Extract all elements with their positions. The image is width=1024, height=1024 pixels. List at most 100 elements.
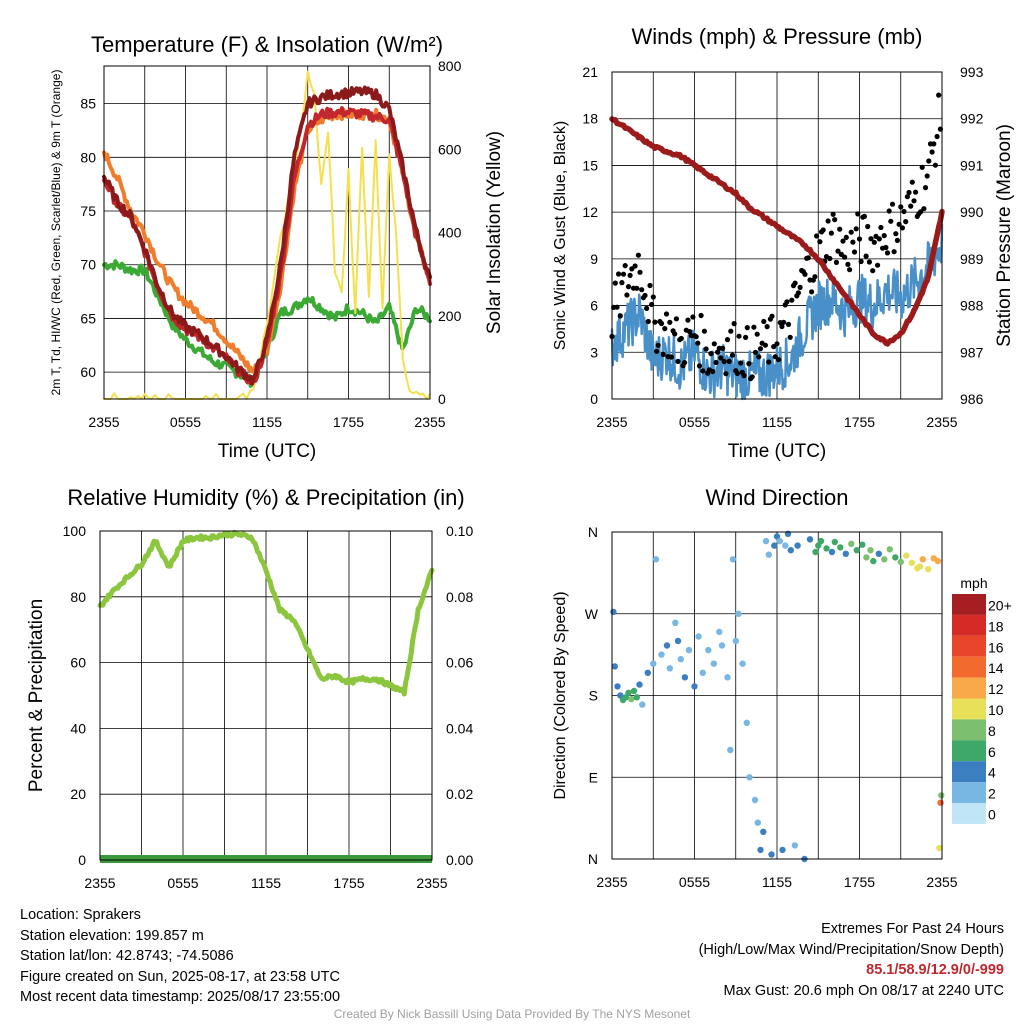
gust-point	[729, 352, 736, 358]
direction-point	[773, 533, 781, 540]
direction-point	[842, 550, 849, 557]
temp-panel-title: Temperature (F) & Insolation (W/m²)	[91, 32, 443, 57]
gust-point	[858, 258, 864, 265]
dir-ytick-label: N	[588, 851, 598, 867]
direction-point	[658, 651, 665, 658]
gust-point	[787, 334, 793, 340]
gust-point	[741, 373, 747, 379]
gust-point	[868, 236, 874, 242]
gust-point	[734, 370, 741, 376]
gust-point	[715, 349, 721, 355]
rh-panel-xtick-label: 1155	[251, 875, 281, 891]
extremes-panel: Extremes For Past 24 Hours (High/Low/Max…	[699, 919, 1004, 1001]
speed-legend-swatch	[952, 761, 986, 783]
gust-point	[652, 319, 658, 325]
gust-point	[891, 249, 897, 255]
wind-ytick-right: 986	[960, 391, 984, 407]
direction-point	[908, 559, 915, 567]
gust-point	[620, 271, 627, 277]
rh-ytick-right: 0.08	[446, 589, 473, 605]
rh-ytick-left: 60	[70, 655, 86, 671]
direction-point	[787, 547, 794, 554]
gust-point	[931, 141, 937, 147]
gust-point	[817, 239, 823, 245]
gust-point	[936, 92, 942, 98]
gust-point	[723, 371, 729, 377]
direction-point	[691, 683, 698, 690]
direction-point	[729, 556, 737, 563]
gust-point	[792, 280, 798, 286]
temp-panel-frame	[103, 65, 431, 400]
gust-point	[614, 304, 620, 310]
gust-point	[784, 299, 790, 305]
wind-ytick-right: 990	[960, 204, 984, 220]
gust-point	[825, 218, 831, 224]
gust-point	[673, 316, 680, 322]
gust-point	[785, 321, 792, 327]
rh-panel-xtick-label: 1755	[333, 875, 364, 891]
direction-point	[859, 541, 866, 548]
gust-point	[718, 355, 724, 361]
direction-point	[762, 537, 770, 545]
wind-ytick-right: 989	[960, 251, 984, 267]
speed-legend-swatch	[952, 677, 986, 699]
gust-point	[837, 226, 843, 232]
gust-point	[881, 233, 887, 239]
gust-point	[827, 255, 833, 262]
gust-point	[619, 280, 625, 286]
direction-point	[936, 844, 943, 852]
gust-point	[678, 335, 684, 342]
temp-ytick-right: 600	[438, 141, 462, 157]
station-pressure-line	[609, 116, 945, 347]
gust-point	[845, 261, 851, 267]
max-gust: Max Gust: 20.6 mph On 08/17 at 2240 UTC	[723, 982, 1004, 999]
gust-point	[843, 234, 849, 240]
direction-point	[732, 637, 739, 645]
station-latlon: Station lat/lon: 42.8743; -74.5086	[20, 948, 234, 964]
station-info: Location: Sprakers Station elevation: 19…	[20, 905, 340, 1008]
direction-point	[903, 552, 910, 559]
gust-point	[896, 221, 902, 227]
gust-point	[720, 345, 726, 351]
gust-point	[865, 223, 871, 230]
gust-point	[814, 233, 820, 239]
gust-point	[911, 198, 917, 204]
direction-point	[823, 545, 830, 552]
gust-point	[884, 250, 891, 256]
dir-panel-xtick-label: 1155	[762, 874, 792, 890]
speed-legend-label: 0	[988, 806, 996, 822]
gust-point	[889, 201, 896, 207]
extremes-subheading: (High/Low/Max Wind/Precipitation/Snow De…	[698, 941, 1004, 958]
gust-point	[635, 252, 642, 258]
gust-point	[642, 292, 648, 299]
gust-point	[721, 358, 727, 365]
temp-panel-xtick-label: 1155	[252, 414, 282, 430]
gust-point	[700, 368, 706, 374]
temp-panel-xtick-label: 1755	[333, 414, 364, 430]
direction-point	[867, 547, 874, 554]
station-elevation: Station elevation: 199.857 m	[20, 927, 204, 944]
gust-point	[795, 290, 802, 296]
gust-point	[833, 259, 840, 265]
recent-timestamp: Most recent data timestamp: 2025/08/17 2…	[20, 989, 341, 1005]
gust-point	[655, 342, 661, 348]
dir-ytick-label: S	[589, 688, 598, 704]
wind-panel-xtick-label: 1755	[844, 414, 875, 430]
dir-panel-title: Wind Direction	[705, 485, 848, 510]
direction-point	[817, 537, 825, 545]
direction-point	[757, 846, 764, 854]
direction-point	[614, 683, 621, 690]
gust-point	[685, 317, 691, 323]
temp-panel-xtick-label: 2355	[414, 414, 445, 430]
gust-point	[627, 272, 633, 278]
temp-ytick-left: 70	[80, 257, 96, 273]
temp-ytick-left: 80	[80, 149, 96, 165]
temp-9m-line	[102, 107, 432, 374]
direction-point	[630, 687, 638, 695]
rh-panel-title: Relative Humidity (%) & Precipitation (i…	[67, 485, 464, 510]
gust-point	[894, 237, 901, 243]
speed-legend-swatch	[952, 635, 986, 657]
wind-panel-frame	[611, 71, 943, 400]
gust-point	[850, 239, 856, 245]
direction-point	[674, 637, 682, 645]
